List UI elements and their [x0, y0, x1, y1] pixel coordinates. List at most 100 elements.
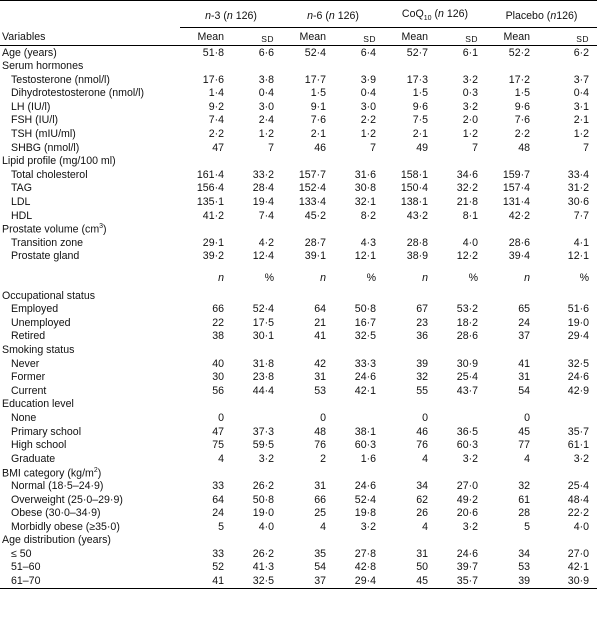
spread-cell: 27·0 — [456, 479, 478, 492]
value-cell: 66 — [212, 303, 224, 316]
spread-cell — [232, 155, 282, 169]
section-label: Serum hormones — [2, 60, 84, 73]
spread-cell: 6·4 — [360, 46, 376, 59]
value-cell: 38 — [212, 330, 224, 343]
spread-cell: 49·2 — [456, 493, 478, 506]
value-cell: 40 — [212, 357, 224, 370]
value-cell: 17·2 — [508, 73, 530, 86]
value-cell: 64 — [212, 493, 224, 506]
value-cell: 76 — [416, 439, 428, 452]
spread-cell: 3·0 — [258, 100, 274, 113]
spread-cell: 43·7 — [456, 384, 478, 397]
value-cell — [486, 398, 538, 412]
spread-cell: 38·1 — [354, 425, 376, 438]
value-cell: 52·4 — [304, 46, 326, 59]
table-row: FSH (IU/l) 7·4 2·4 7·6 2·2 7·5 2·0 7·6 2·1 — [0, 114, 597, 128]
spread-cell: 26·2 — [252, 547, 274, 560]
value-cell: 2·1 — [412, 128, 428, 141]
value-cell: 17·3 — [406, 73, 428, 86]
value-cell: 1·5 — [310, 87, 326, 100]
section-label: Occupational status — [2, 289, 96, 302]
value-cell: 75 — [212, 439, 224, 452]
table-row: Morbidly obese (≥35·0) 5 4·0 4 3·2 4 3·2 5 4·0 — [0, 520, 597, 534]
value-cell — [486, 534, 538, 548]
value-cell — [486, 343, 538, 357]
row-label: FSH (IU/l) — [11, 114, 59, 127]
spread-cell — [334, 343, 384, 357]
row-label: ≤ 50 — [11, 547, 32, 560]
row-label: LH (IU/l) — [11, 100, 51, 113]
value-cell: 135·1 — [196, 196, 224, 209]
baseline-characteristics-table: n-3 (n 126) n-6 (n 126) CoQ10 (n 126) Pl… — [0, 0, 597, 590]
table-row: None 0 0 0 0 — [0, 411, 597, 425]
table-row: 61–70 41 32·5 37 29·4 45 35·7 39 30·9 — [0, 574, 597, 590]
table-row: Never 40 31·8 42 33·3 39 30·9 41 32·5 — [0, 357, 597, 371]
spread-cell: 4·0 — [573, 520, 589, 533]
spread-cell: 52·4 — [354, 493, 376, 506]
value-cell: 41 — [518, 357, 530, 370]
sd-header: SD — [232, 27, 282, 46]
sd-header: SD — [334, 27, 384, 46]
spread-cell — [538, 343, 597, 357]
spread-cell: 28·4 — [252, 182, 274, 195]
spread-cell: 19·8 — [354, 507, 376, 520]
value-cell: 4 — [422, 452, 428, 465]
value-cell: 42·2 — [508, 209, 530, 222]
value-cell: 65 — [518, 303, 530, 316]
value-cell: 41 — [314, 330, 326, 343]
spread-cell: 41·3 — [252, 561, 274, 574]
spread-cell — [538, 223, 597, 237]
value-cell: 1·5 — [412, 87, 428, 100]
value-cell: 28·6 — [508, 236, 530, 249]
spread-cell: 37·3 — [252, 425, 274, 438]
row-label: Age (years) — [2, 46, 57, 59]
n-header: n — [320, 272, 326, 284]
spread-cell — [436, 155, 486, 169]
spread-cell: 12·4 — [252, 250, 274, 263]
table-row: Graduate 4 3·2 2 1·6 4 3·2 4 3·2 — [0, 452, 597, 466]
spread-cell: 1·2 — [462, 128, 478, 141]
value-cell: 0 — [524, 411, 530, 424]
spread-cell — [436, 223, 486, 237]
spread-cell: 0·4 — [258, 87, 274, 100]
value-cell: 5 — [524, 520, 530, 533]
mean-header: Mean — [384, 27, 436, 46]
value-cell: 22 — [212, 316, 224, 329]
value-cell: 54 — [518, 384, 530, 397]
value-cell: 67 — [416, 303, 428, 316]
value-cell: 62 — [416, 493, 428, 506]
spread-cell: 7 — [472, 141, 478, 154]
spread-cell: 19·4 — [252, 196, 274, 209]
table-row: 51–60 52 41·3 54 42·8 50 39·7 53 42·1 — [0, 561, 597, 575]
spread-cell: 30·6 — [567, 196, 589, 209]
value-cell: 76 — [314, 439, 326, 452]
spread-cell — [232, 223, 282, 237]
value-cell: 9·6 — [412, 100, 428, 113]
table-row: Overweight (25·0–29·9) 64 50·8 66 52·4 62 49·2… — [0, 493, 597, 507]
value-cell: 35 — [314, 547, 326, 560]
value-cell: 36 — [416, 330, 428, 343]
value-cell: 32 — [518, 479, 530, 492]
spread-cell: 3·9 — [360, 73, 376, 86]
value-cell: 51·8 — [202, 46, 224, 59]
spread-cell: 27·8 — [354, 547, 376, 560]
value-cell: 66 — [314, 493, 326, 506]
table-row: Normal (18·5–24·9) 33 26·2 31 24·6 34 27·0 32 25… — [0, 479, 597, 493]
row-label: Obese (30·0–34·9) — [11, 507, 101, 520]
spread-cell: 24·6 — [354, 479, 376, 492]
spread-cell: 8·2 — [360, 209, 376, 222]
spread-cell — [436, 411, 486, 425]
value-cell — [384, 398, 436, 412]
spread-cell: 7 — [268, 141, 274, 154]
value-cell: 48 — [518, 141, 530, 154]
spread-cell: 0·4 — [573, 87, 589, 100]
value-cell: 45 — [384, 574, 436, 590]
spread-cell — [436, 398, 486, 412]
value-cell — [282, 343, 334, 357]
spread-cell: 22·2 — [567, 507, 589, 520]
spread-cell — [232, 466, 282, 480]
value-cell — [486, 223, 538, 237]
value-cell: 17·7 — [304, 73, 326, 86]
table-row: Former 30 23·8 31 24·6 32 25·4 31 24·6 — [0, 371, 597, 385]
